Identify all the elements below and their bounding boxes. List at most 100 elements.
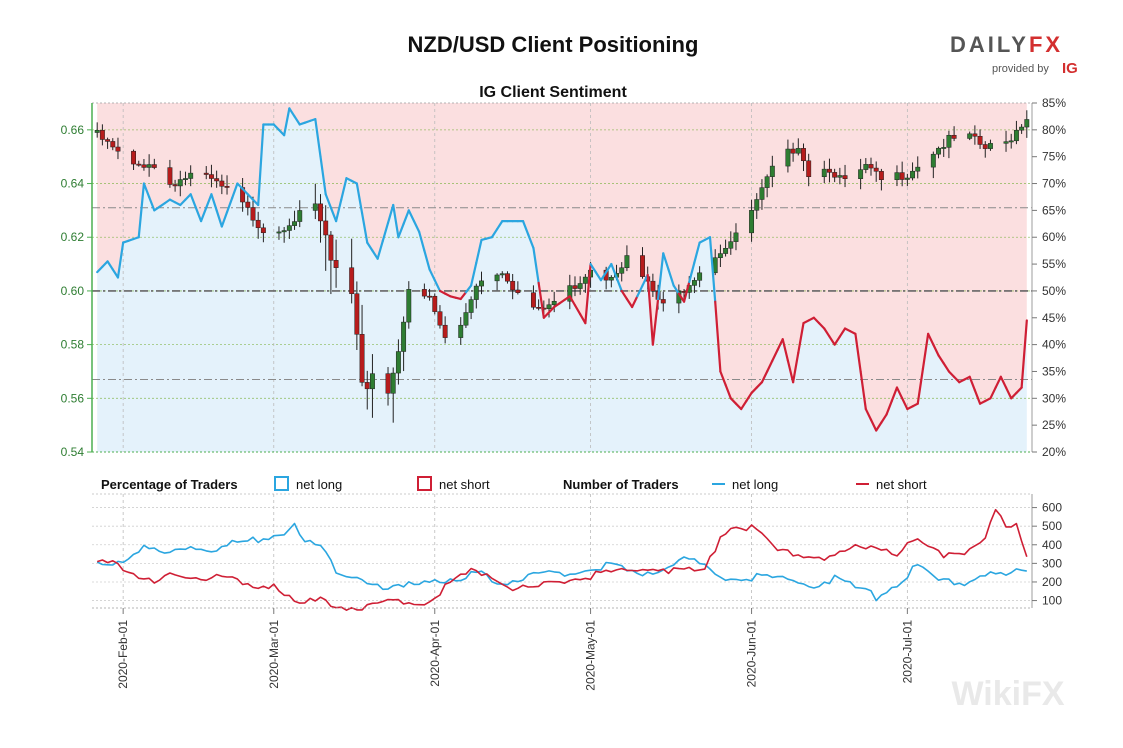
candle-body: [203, 172, 209, 175]
sentiment-segment: [142, 182, 151, 199]
candle-body: [941, 147, 947, 149]
pct-tick-label: 65%: [1042, 203, 1066, 217]
sentiment-segment: [890, 386, 899, 403]
candle-body: [312, 203, 318, 211]
sentiment-segment: [584, 262, 592, 325]
date-tick-label: 2020-Mar-01: [267, 620, 281, 689]
sentiment-segment: [952, 375, 961, 384]
candle-body: [936, 147, 941, 155]
pct-tick-label: 35%: [1042, 364, 1066, 378]
candle-body: [136, 163, 142, 166]
candle-body: [167, 167, 173, 185]
sentiment-segment: [470, 261, 478, 287]
candle-body: [99, 130, 105, 140]
sentiment-segment: [921, 332, 930, 370]
candle-body: [224, 186, 230, 188]
sentiment-segment: [786, 359, 795, 384]
candle-body: [795, 148, 801, 154]
candle-body: [427, 295, 433, 298]
x-axis: 2020-Feb-01 2020-Mar-01 2020-Apr-01 2020-Ma…: [116, 608, 914, 691]
candle-body: [837, 175, 843, 178]
sentiment-segment: [402, 209, 410, 225]
sentiment-segment: [314, 118, 322, 158]
sentiment-line: [96, 107, 1028, 432]
traders-tick-label: 100: [1042, 594, 1062, 608]
sentiment-segment: [672, 284, 680, 295]
candle-body: [328, 234, 334, 261]
net-long-traders-line: [96, 522, 1027, 602]
sentiment-segment: [947, 370, 956, 378]
sentiment-segment: [776, 338, 784, 352]
sentiment-segment: [433, 279, 442, 293]
candle-body: [395, 351, 401, 374]
candle-body: [401, 321, 407, 352]
candle-body: [260, 227, 266, 234]
candle-body: [827, 168, 832, 173]
sentiment-segment: [895, 386, 904, 400]
sentiment-segment: [734, 402, 743, 411]
sentiment-segment: [340, 177, 348, 201]
sentiment-segment: [942, 362, 951, 373]
candle-body: [437, 311, 443, 326]
candle-body: [608, 276, 614, 281]
sentiment-segment: [376, 239, 384, 260]
candle-body: [785, 148, 791, 167]
price-tick-label: 0.62: [61, 230, 85, 244]
price-tick-label: 0.58: [61, 338, 85, 352]
candle-body: [349, 267, 355, 294]
candle-body: [967, 133, 973, 139]
panel-title: IG Client Sentiment: [479, 84, 627, 101]
candle-body: [530, 292, 536, 308]
legend-pct-long-swatch: [274, 476, 289, 491]
candle-body: [442, 324, 448, 338]
candle-body: [468, 299, 474, 313]
candle-body: [323, 220, 329, 236]
dailyfx-logo: DAILYFX provided by IG: [950, 32, 1078, 77]
candle-body: [219, 180, 225, 187]
candle-body: [567, 285, 573, 302]
candle-body: [390, 372, 396, 394]
pct-tick-label: 85%: [1042, 96, 1066, 110]
candle-body: [972, 133, 978, 137]
sentiment-segment: [428, 268, 436, 282]
candle-body: [354, 293, 360, 335]
price-tick-label: 0.56: [61, 391, 85, 405]
candle-body: [764, 176, 770, 188]
sentiment-segment: [828, 335, 836, 346]
sentiment-segment: [869, 418, 878, 432]
candle-body: [806, 160, 812, 178]
candle-body: [878, 171, 884, 180]
sentiment-segment: [885, 399, 893, 416]
sentiment-segment: [1020, 319, 1028, 389]
sentiment-segment: [355, 182, 364, 215]
traders-lines: [96, 508, 1028, 612]
candle-body: [536, 307, 542, 309]
sentiment-segment: [148, 195, 156, 212]
price-tick-label: 0.66: [61, 123, 85, 137]
candle-body: [510, 280, 516, 291]
traders-tick-label: 200: [1042, 575, 1062, 589]
chart-title: NZD/USD Client Positioning: [408, 32, 699, 57]
sentiment-segment: [968, 375, 976, 392]
sentiment-segment: [714, 300, 722, 373]
sentiment-segment: [833, 335, 841, 346]
candle-body: [406, 289, 412, 323]
sentiment-segment: [225, 196, 234, 214]
sentiment-segment: [475, 238, 483, 264]
date-tick-label: 2020-Apr-01: [428, 620, 442, 687]
candle-body: [982, 144, 988, 149]
sentiment-segment: [750, 386, 758, 395]
sentiment-segment: [838, 327, 847, 338]
sentiment-segment: [594, 271, 603, 282]
sentiment-segment: [381, 221, 390, 242]
candle-body: [551, 300, 557, 306]
provided-by-label: provided by: [992, 63, 1049, 75]
candle-body: [369, 373, 375, 390]
candle-body: [172, 184, 178, 187]
sentiment-segment: [532, 246, 540, 284]
candle-body: [208, 174, 214, 179]
candle-body: [494, 274, 500, 282]
candle-body: [650, 280, 656, 292]
candle-body: [473, 285, 479, 300]
legend-pct-short-swatch: [417, 476, 432, 491]
